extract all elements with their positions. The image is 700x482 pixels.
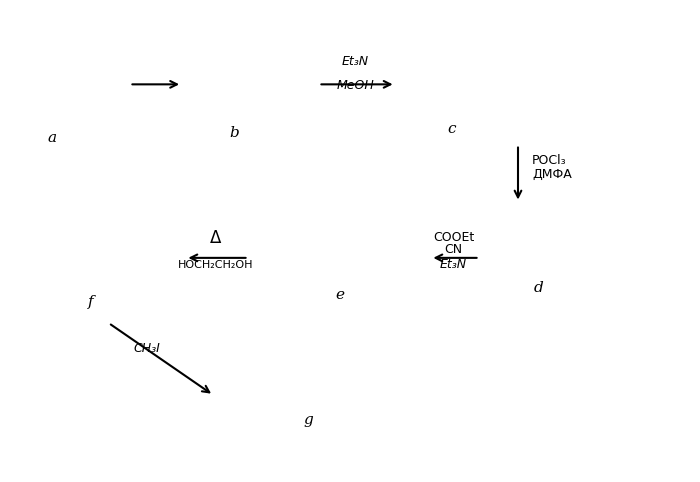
- Text: MeOH: MeOH: [337, 79, 374, 92]
- Text: c: c: [447, 121, 456, 135]
- Text: e: e: [335, 288, 344, 302]
- Text: f: f: [88, 295, 94, 309]
- Text: Et₃N: Et₃N: [440, 257, 467, 270]
- Text: Et₃N: Et₃N: [342, 55, 369, 68]
- Text: a: a: [48, 131, 57, 145]
- Text: CH₃I: CH₃I: [133, 342, 160, 355]
- Text: HOCH₂CH₂OH: HOCH₂CH₂OH: [178, 259, 253, 269]
- Text: COOEt: COOEt: [433, 231, 474, 244]
- Text: POCl₃: POCl₃: [532, 154, 566, 167]
- Text: b: b: [230, 126, 239, 140]
- Text: Δ: Δ: [210, 229, 221, 247]
- Text: d: d: [534, 281, 544, 295]
- Text: g: g: [303, 413, 313, 427]
- Text: ДМФА: ДМФА: [532, 168, 572, 181]
- Text: CN: CN: [444, 243, 463, 256]
